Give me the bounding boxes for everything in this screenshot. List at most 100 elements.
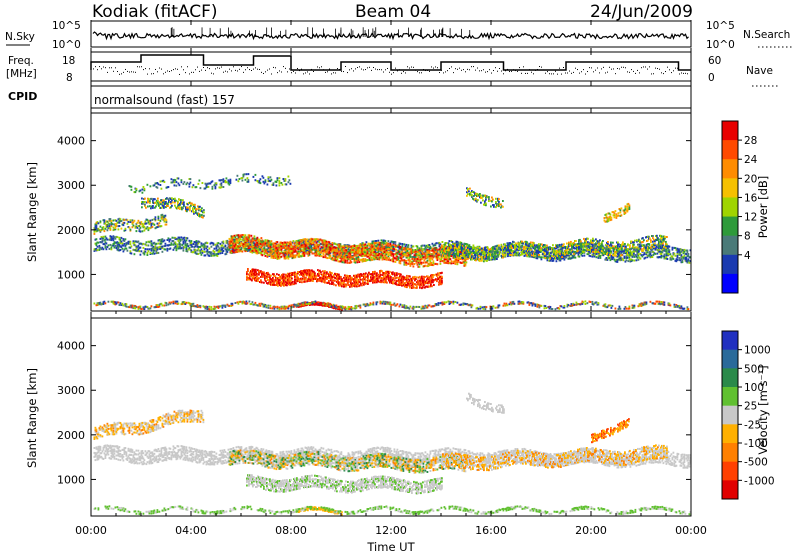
power-cell: [355, 256, 358, 259]
power-cell: [130, 245, 133, 248]
power-cell: [247, 278, 249, 281]
power-cell: [388, 247, 391, 249]
power-cell: [335, 250, 338, 253]
noise-tick-low-right: 10^0: [706, 39, 735, 51]
power-cell: [131, 219, 134, 222]
power-cell: [134, 244, 137, 247]
power-cell: [137, 240, 140, 243]
power-cell: [554, 247, 557, 250]
power-cell: [535, 257, 538, 260]
power-cell: [352, 283, 354, 286]
power-cell: [460, 262, 463, 264]
power-cell: [297, 242, 300, 245]
power-cell: [347, 276, 349, 279]
power-cell: [127, 240, 130, 243]
power-cell: [158, 239, 161, 241]
power-cell: [149, 253, 152, 255]
power-cell: [258, 273, 260, 276]
power-cell: [336, 275, 338, 277]
power-cell: [302, 275, 304, 278]
power-cell: [423, 252, 426, 255]
power-cell: [356, 252, 359, 254]
power-cell: [364, 251, 367, 254]
power-cell: [663, 255, 666, 258]
power-cell: [271, 278, 273, 281]
power-cell: [118, 221, 121, 224]
power-cell: [434, 255, 437, 258]
power-cell: [193, 205, 195, 208]
nave-dot: [581, 71, 582, 73]
power-cell: [182, 202, 184, 205]
power-cell: [220, 244, 223, 247]
power-cell: [342, 250, 345, 253]
power-cell: [355, 250, 358, 253]
power-cell: [648, 251, 651, 254]
freq-tick-high: 18: [62, 55, 75, 67]
power-cell: [149, 227, 152, 230]
power-cell: [384, 253, 387, 256]
power-cell: [195, 240, 198, 243]
power-cell: [413, 259, 416, 262]
power-cell: [667, 254, 670, 257]
power-cell: [382, 251, 385, 254]
nave-dot: [423, 69, 424, 71]
power-cell: [271, 249, 274, 252]
power-cell: [198, 246, 201, 248]
power-cell: [317, 247, 320, 250]
power-cell: [285, 250, 288, 253]
power-cell: [666, 258, 669, 260]
power-cell: [639, 257, 642, 260]
power-cell: [313, 239, 316, 242]
power-cell: [159, 225, 162, 228]
power-cell: [338, 284, 340, 287]
power-cell: [117, 249, 120, 252]
power-cell: [384, 246, 387, 249]
power-cell: [425, 249, 428, 252]
power-cell: [273, 251, 276, 254]
power-cell: [199, 246, 202, 248]
power-cell: [179, 203, 181, 206]
power-cell: [677, 248, 680, 251]
power-cell: [404, 263, 407, 266]
power-cell: [456, 259, 459, 261]
power-cell: [650, 255, 653, 258]
power-cell: [619, 250, 622, 253]
power-cell: [455, 261, 458, 264]
nave-dot: [587, 71, 588, 73]
power-cell: [298, 278, 300, 280]
nave-dot: [491, 72, 492, 74]
power-cell: [355, 254, 358, 257]
nsky-trace: [92, 31, 689, 41]
power-cell: [421, 251, 424, 254]
power-cell: [286, 247, 289, 250]
power-cell: [263, 244, 266, 246]
power-cell: [526, 255, 529, 258]
power-cell: [343, 244, 346, 247]
power-cell: [349, 245, 352, 248]
power-cell: [120, 227, 123, 230]
power-cell: [375, 241, 378, 244]
power-cell: [277, 282, 279, 285]
power-cell: [156, 199, 158, 202]
power-cell: [309, 245, 312, 248]
power-cell: [244, 244, 247, 247]
power-cell: [435, 257, 438, 260]
power-cell: [350, 261, 353, 264]
power-cell: [591, 253, 594, 256]
power-cell: [579, 248, 582, 251]
power-cell: [303, 251, 306, 254]
power-cell: [331, 258, 334, 261]
power-cell: [249, 240, 252, 243]
power-cell: [258, 246, 261, 249]
nave-dot: [263, 73, 264, 75]
power-cell: [155, 248, 158, 251]
power-cell: [193, 211, 195, 214]
power-cell: [288, 278, 290, 281]
power-cell: [364, 243, 367, 246]
power-cell: [245, 245, 248, 248]
power-cell: [118, 243, 121, 246]
power-cell: [421, 248, 424, 251]
power-cell: [432, 247, 435, 250]
power-cell: [202, 243, 205, 246]
power-cell: [356, 279, 358, 282]
